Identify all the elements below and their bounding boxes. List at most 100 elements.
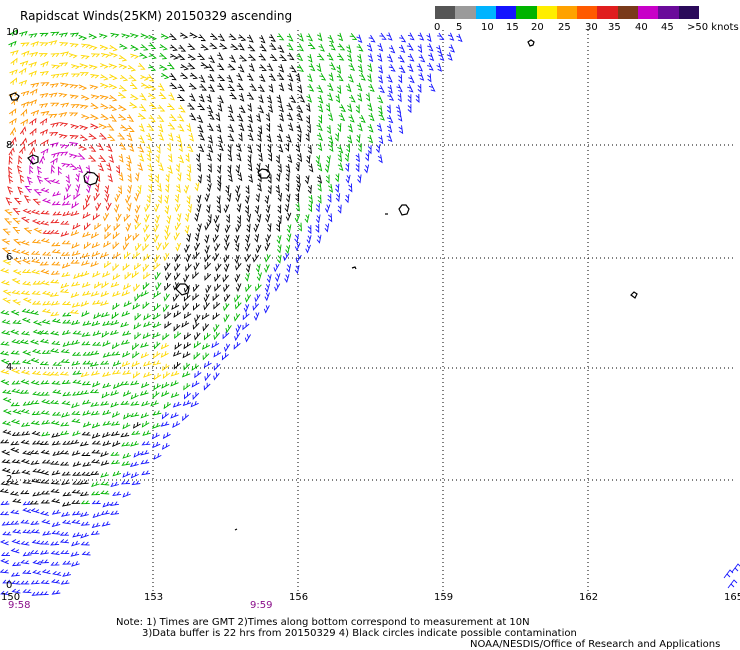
wind-barb <box>254 233 260 243</box>
wind-barb <box>223 234 230 244</box>
wind-barb <box>42 198 51 204</box>
wind-barb <box>140 33 150 39</box>
legend-label: 15 <box>506 22 519 33</box>
wind-barb <box>31 239 41 244</box>
wind-barb <box>731 563 740 573</box>
wind-barb <box>71 450 81 456</box>
wind-barb <box>204 222 211 231</box>
wind-barb <box>194 232 200 242</box>
latitude-tick: 8 <box>6 140 13 151</box>
wind-barb <box>0 268 9 274</box>
wind-barb <box>99 132 107 140</box>
wind-barb <box>276 133 283 143</box>
wind-barb <box>59 461 69 466</box>
wind-barb <box>170 412 179 419</box>
wind-barb <box>40 148 49 156</box>
wind-barb <box>148 34 158 41</box>
wind-barb <box>255 193 260 203</box>
latitude-tick: 2 <box>6 474 13 485</box>
wind-barb <box>275 184 280 194</box>
wind-barb <box>295 254 302 263</box>
wind-barb <box>162 242 169 251</box>
wind-barb <box>268 83 274 93</box>
wind-barb <box>196 162 201 172</box>
wind-barb <box>59 62 69 67</box>
wind-barb <box>39 71 49 76</box>
wind-barb <box>59 450 69 455</box>
wind-barb <box>244 333 251 343</box>
wind-barb <box>203 293 210 303</box>
wind-barb <box>192 392 200 400</box>
wind-barb <box>174 222 181 231</box>
wind-barb <box>437 32 445 41</box>
wind-barb <box>247 162 253 172</box>
wind-barb <box>287 73 294 82</box>
wind-barb <box>99 95 109 100</box>
wind-barb <box>100 74 109 81</box>
wind-barb <box>72 461 82 467</box>
wind-barb <box>110 481 120 488</box>
wind-barb <box>268 73 276 82</box>
wind-barb <box>256 272 262 282</box>
wind-barb <box>295 162 300 172</box>
wind-barb <box>28 99 38 106</box>
wind-barb <box>19 126 27 135</box>
wind-barb <box>202 343 211 350</box>
wind-barb <box>65 174 70 184</box>
wind-barb <box>315 155 320 165</box>
wind-barb <box>1 459 11 464</box>
wind-barb <box>19 174 25 184</box>
wind-barb <box>83 241 91 250</box>
wind-barb <box>196 194 202 204</box>
wind-barb <box>213 252 220 262</box>
wind-barb <box>378 135 384 145</box>
wind-barb <box>153 341 161 350</box>
wind-barb <box>98 33 108 39</box>
wind-barb <box>113 223 121 232</box>
wind-barb <box>61 329 71 336</box>
wind-barb <box>170 370 180 377</box>
wind-barb <box>81 452 91 456</box>
wind-barb <box>51 509 61 515</box>
wind-barb <box>356 82 363 92</box>
wind-barb <box>256 162 261 172</box>
wind-barb <box>99 44 109 51</box>
wind-barb <box>31 300 41 305</box>
wind-barb <box>306 94 313 103</box>
wind-barb <box>30 380 40 386</box>
wind-barb <box>162 304 170 313</box>
wind-barb <box>28 33 38 39</box>
wind-barb <box>398 44 406 54</box>
wind-barb <box>91 481 100 488</box>
wind-barb <box>75 173 80 183</box>
wind-barb <box>219 43 228 50</box>
wind-barb <box>109 114 117 122</box>
wind-barb <box>196 203 202 213</box>
wind-barb <box>187 43 196 50</box>
wind-barb <box>20 330 30 336</box>
wind-barb <box>296 104 304 113</box>
wind-barb <box>90 74 100 79</box>
wind-barb <box>266 123 271 133</box>
wind-barb <box>59 42 69 47</box>
wind-barb <box>20 216 30 223</box>
wind-barb <box>51 261 61 266</box>
wind-barb <box>164 205 170 215</box>
wind-barb <box>294 265 300 275</box>
wind-barb <box>134 293 141 302</box>
wind-barb <box>122 390 132 397</box>
wind-barb <box>347 134 353 144</box>
wind-barb <box>137 144 145 153</box>
wind-barb <box>42 530 52 536</box>
wind-barb <box>316 174 323 184</box>
note-line-3: NOAA/NESDIS/Office of Research and Appli… <box>470 639 721 650</box>
wind-barb <box>11 380 21 385</box>
wind-barb <box>202 323 210 332</box>
wind-barb <box>138 123 145 132</box>
wind-barb <box>161 442 170 450</box>
wind-barb <box>146 194 151 204</box>
wind-barb <box>255 244 262 254</box>
wind-barb <box>355 163 360 173</box>
island-outline <box>83 171 99 186</box>
wind-barb <box>306 33 314 42</box>
